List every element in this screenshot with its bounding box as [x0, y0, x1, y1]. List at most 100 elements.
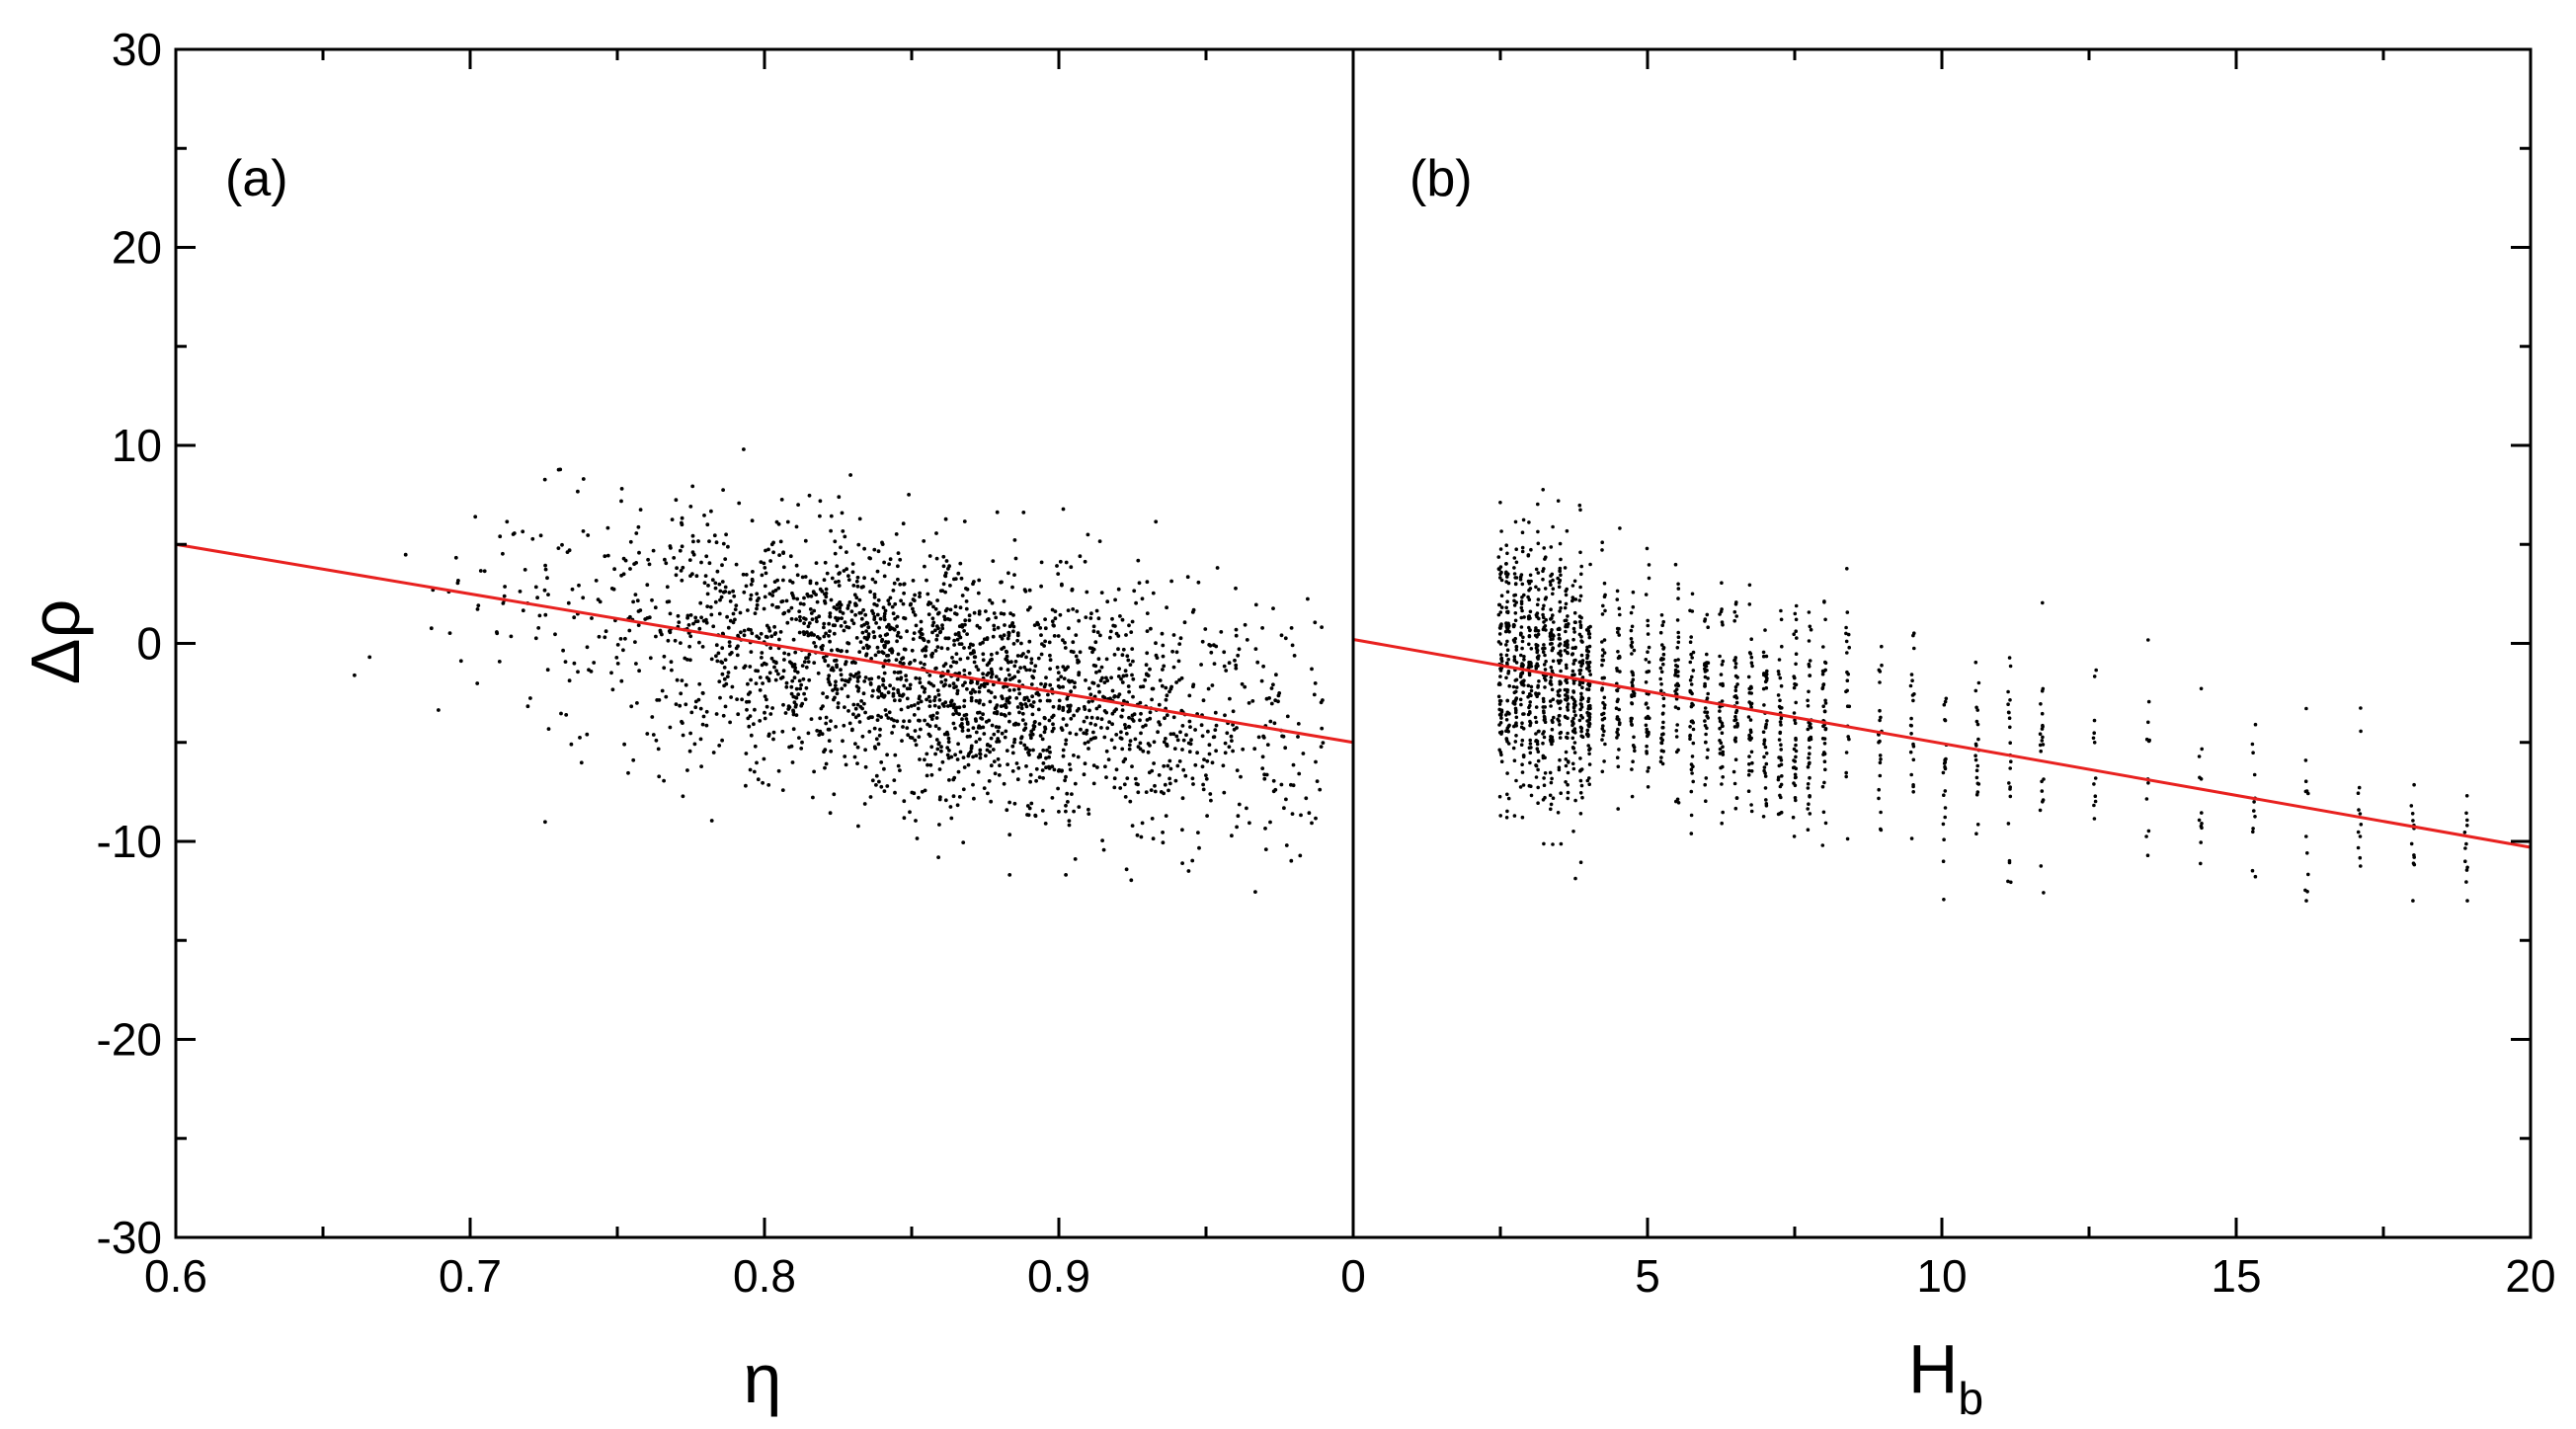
data-point	[879, 715, 883, 719]
data-point	[1877, 740, 1881, 745]
data-point	[1112, 776, 1117, 781]
data-point	[1505, 792, 1509, 797]
data-point	[1703, 667, 1707, 672]
data-point	[1735, 723, 1739, 728]
data-point	[1056, 572, 1061, 576]
data-point	[1042, 684, 1047, 689]
data-point	[913, 613, 918, 617]
data-point	[1577, 718, 1582, 723]
data-point	[645, 616, 650, 620]
data-point	[660, 688, 665, 693]
data-point	[1570, 761, 1575, 766]
data-point	[1209, 798, 1213, 803]
data-point	[1087, 747, 1090, 751]
data-point	[1534, 691, 1538, 695]
data-point	[1821, 645, 1825, 649]
data-point	[1792, 834, 1797, 838]
data-point	[1025, 804, 1030, 808]
data-point	[1748, 718, 1753, 722]
data-point	[1761, 686, 1766, 691]
data-point	[822, 625, 826, 630]
data-point	[1765, 669, 1769, 674]
data-point	[1128, 663, 1133, 667]
data-point	[1557, 585, 1562, 590]
data-point	[545, 668, 550, 673]
data-point	[742, 666, 747, 670]
data-point	[1133, 776, 1138, 781]
data-point	[852, 593, 857, 597]
data-point	[908, 735, 913, 740]
data-point	[576, 670, 580, 675]
data-point	[737, 501, 742, 506]
data-point	[700, 645, 705, 649]
data-point	[877, 684, 881, 689]
data-point	[855, 745, 860, 750]
y-tick-label: 20	[112, 222, 162, 274]
data-point	[2303, 888, 2307, 893]
data-point	[619, 487, 624, 491]
data-point	[834, 679, 838, 684]
data-point	[951, 794, 956, 799]
data-point	[1087, 812, 1091, 816]
data-point	[955, 677, 960, 681]
data-point	[1064, 738, 1069, 743]
data-point	[783, 711, 788, 715]
data-point	[1973, 688, 1978, 693]
data-point	[720, 580, 725, 584]
data-point	[951, 660, 956, 665]
data-point	[898, 582, 903, 587]
data-point	[1224, 669, 1229, 673]
data-point	[974, 754, 979, 758]
data-point	[2006, 822, 2011, 826]
data-point	[1498, 653, 1503, 657]
data-point	[2464, 880, 2468, 884]
data-point	[1909, 772, 1913, 777]
data-point	[711, 624, 716, 629]
data-point	[1104, 710, 1109, 715]
data-point	[1602, 638, 1607, 642]
data-point	[717, 611, 722, 616]
data-point	[1911, 742, 1915, 747]
data-point	[1778, 720, 1783, 724]
data-point	[1201, 782, 1205, 787]
data-point	[957, 705, 962, 710]
data-point	[688, 613, 693, 617]
data-point	[1248, 821, 1251, 826]
data-point	[972, 660, 977, 665]
data-point	[722, 683, 726, 688]
data-point	[1029, 682, 1034, 686]
data-point	[1496, 694, 1501, 699]
data-point	[1162, 763, 1167, 768]
data-point	[1225, 731, 1230, 736]
data-point	[1029, 736, 1033, 741]
data-point	[1148, 667, 1152, 672]
data-point	[680, 678, 684, 682]
data-point	[653, 605, 658, 610]
data-point	[1093, 736, 1097, 740]
data-point	[597, 634, 602, 639]
data-point	[1586, 632, 1591, 636]
data-point	[1519, 625, 1524, 629]
data-point	[553, 632, 557, 637]
data-point	[996, 737, 1001, 741]
data-point	[835, 602, 840, 607]
data-point	[1529, 547, 1533, 552]
data-point	[967, 618, 972, 622]
data-point	[962, 704, 966, 709]
data-point	[1557, 767, 1562, 772]
data-point	[987, 779, 992, 783]
data-point	[2092, 731, 2096, 735]
data-point	[2357, 785, 2362, 790]
data-point	[721, 488, 725, 492]
data-point	[1579, 695, 1584, 699]
data-point	[1558, 706, 1563, 711]
panel-b-points	[1496, 488, 2469, 903]
data-point	[1314, 759, 1318, 764]
data-point	[876, 713, 880, 718]
data-point	[800, 575, 805, 580]
data-point	[1193, 762, 1198, 767]
data-point	[829, 528, 833, 533]
data-point	[948, 607, 953, 612]
data-point	[794, 563, 799, 568]
data-point	[801, 602, 806, 606]
